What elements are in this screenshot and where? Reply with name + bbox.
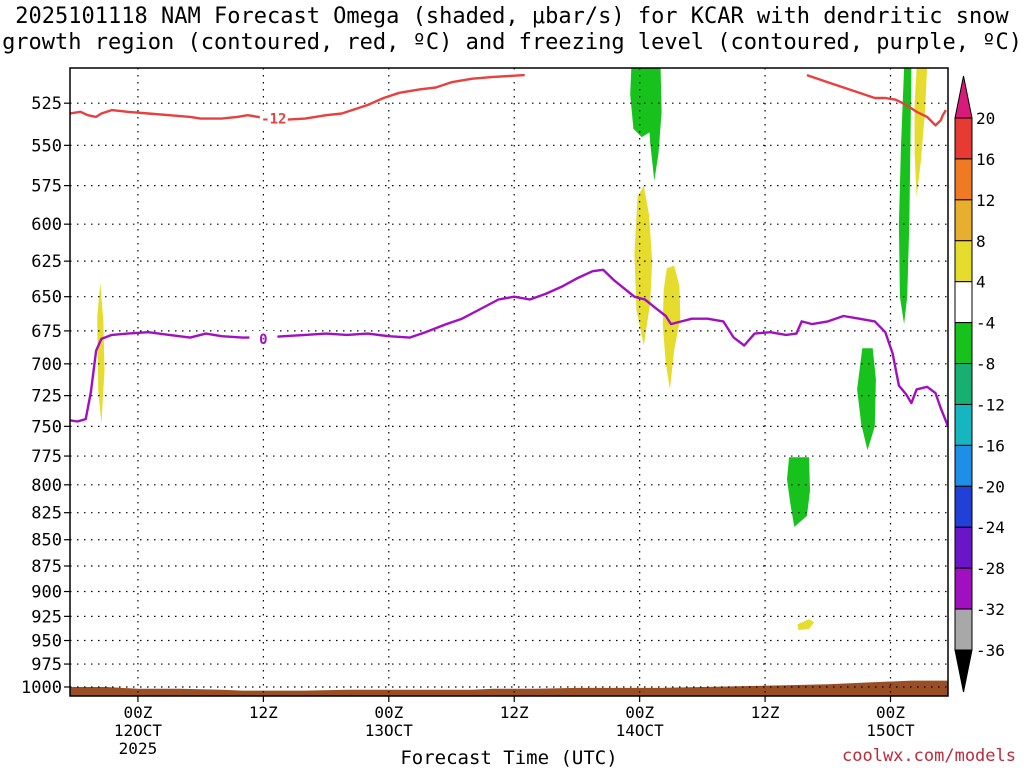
omega-region-2 xyxy=(645,68,662,181)
chart-title-line-1: 2025101118 NAM Forecast Omega (shaded, μ… xyxy=(15,4,1009,29)
colorbar-label-12: -32 xyxy=(976,600,1005,619)
colorbar-cell-11 xyxy=(954,567,973,610)
colorbar-cell-3 xyxy=(954,240,973,283)
colorbar-cell-8 xyxy=(954,444,973,487)
y-tick-label-975: 975 xyxy=(31,655,62,675)
colorbar-top-triangle xyxy=(954,75,973,119)
colorbar-label-11: -28 xyxy=(976,559,1005,578)
x-tick-label-36-0: 12Z xyxy=(500,703,529,722)
x-tick-label-12-0: 12Z xyxy=(249,703,278,722)
x-tick-label-48-0: 00Z xyxy=(625,703,654,722)
omega-region-8 xyxy=(787,457,810,527)
contour-label-1: 0 xyxy=(259,332,267,348)
y-tick-label-650: 650 xyxy=(31,288,62,308)
contour-label-0: -12 xyxy=(261,112,286,128)
plot-frame xyxy=(69,67,949,697)
x-tick-label-60-0: 12Z xyxy=(751,703,780,722)
y-tick-label-700: 700 xyxy=(31,355,62,375)
colorbar-label-2: 12 xyxy=(976,191,995,210)
colorbar-label-5: -4 xyxy=(976,314,995,333)
colorbar-cell-7 xyxy=(954,403,973,446)
colorbar-cell-0 xyxy=(954,117,973,160)
y-tick-label-900: 900 xyxy=(31,583,62,603)
colorbar-label-6: -8 xyxy=(976,355,995,374)
omega-region-1 xyxy=(630,68,653,138)
y-tick-label-750: 750 xyxy=(31,417,62,437)
x-tick-label-0-1: 12OCT xyxy=(114,721,163,740)
y-tick-label-675: 675 xyxy=(31,322,62,342)
x-tick-label-48-1: 14OCT xyxy=(616,721,665,740)
colorbar-cell-10 xyxy=(954,526,973,569)
terrain-area xyxy=(70,680,948,696)
y-tick-label-600: 600 xyxy=(31,215,62,235)
omega-region-6 xyxy=(914,68,928,197)
y-tick-label-550: 550 xyxy=(31,136,62,156)
x-tick-label-24-1: 13OCT xyxy=(365,721,414,740)
x-tick-label-72-1: 15OCT xyxy=(866,721,915,740)
colorbar-label-0: 20 xyxy=(976,109,995,128)
y-tick-label-525: 525 xyxy=(31,94,62,114)
omega-region-4 xyxy=(662,265,681,390)
colorbar-cell-1 xyxy=(954,158,973,201)
y-tick-label-1000: 1000 xyxy=(21,678,62,698)
contour-line-0-1 xyxy=(806,73,947,127)
colorbar-bottom-triangle xyxy=(954,649,973,693)
y-tick-label-875: 875 xyxy=(31,557,62,577)
y-tick-label-950: 950 xyxy=(31,632,62,652)
x-tick-label-0-0: 00Z xyxy=(123,703,152,722)
colorbar-cell-6 xyxy=(954,363,973,405)
omega-region-9 xyxy=(797,619,815,630)
omega-region-3 xyxy=(634,185,653,346)
colorbar-cell-12 xyxy=(954,608,973,651)
colorbar-label-13: -36 xyxy=(976,641,1005,660)
contour-line-1-0 xyxy=(70,268,948,427)
colorbar-label-7: -12 xyxy=(976,395,1005,414)
x-tick-label-24-0: 00Z xyxy=(374,703,403,722)
colorbar-label-4: 4 xyxy=(976,273,986,292)
y-tick-label-625: 625 xyxy=(31,252,62,272)
colorbar-cell-5 xyxy=(954,322,973,365)
colorbar-label-9: -20 xyxy=(976,477,1005,496)
x-axis-title: Forecast Time (UTC) xyxy=(400,747,617,768)
x-tick-label-72-0: 00Z xyxy=(876,703,905,722)
y-tick-label-850: 850 xyxy=(31,531,62,551)
y-tick-label-775: 775 xyxy=(31,447,62,467)
y-tick-label-725: 725 xyxy=(31,387,62,407)
colorbar-label-1: 16 xyxy=(976,150,995,169)
omega-region-5 xyxy=(898,68,912,325)
y-tick-label-575: 575 xyxy=(31,177,62,197)
plot-area: -12 0 xyxy=(70,68,948,696)
credit-text: coolwx.com/models xyxy=(842,746,1016,766)
y-tick-label-825: 825 xyxy=(31,504,62,524)
omega-region-0 xyxy=(97,282,105,424)
chart-title: 2025101118 NAM Forecast Omega (shaded, μ… xyxy=(0,4,1024,56)
x-tick-label-0-2: 2025 xyxy=(119,739,158,758)
contour-line-0-0 xyxy=(70,73,525,122)
colorbar-cell-4 xyxy=(954,281,973,324)
chart-title-line-2: growth region (contoured, red, ºC) and f… xyxy=(2,30,1022,55)
y-tick-label-925: 925 xyxy=(31,607,62,627)
omega-region-7 xyxy=(857,348,876,451)
colorbar-label-10: -24 xyxy=(976,518,1005,537)
contour-label-bg-0 xyxy=(259,110,288,127)
y-tick-label-800: 800 xyxy=(31,476,62,496)
colorbar-label-3: 8 xyxy=(976,232,986,251)
colorbar-label-8: -16 xyxy=(976,436,1005,455)
colorbar-cell-2 xyxy=(954,199,973,242)
colorbar-cell-9 xyxy=(954,485,973,528)
colorbar: 20 16 12 8 4 -4 -8 -12 -16 -20 -24 -28 -32 -36 xyxy=(954,75,1005,693)
contour-label-bg-1 xyxy=(249,330,278,347)
